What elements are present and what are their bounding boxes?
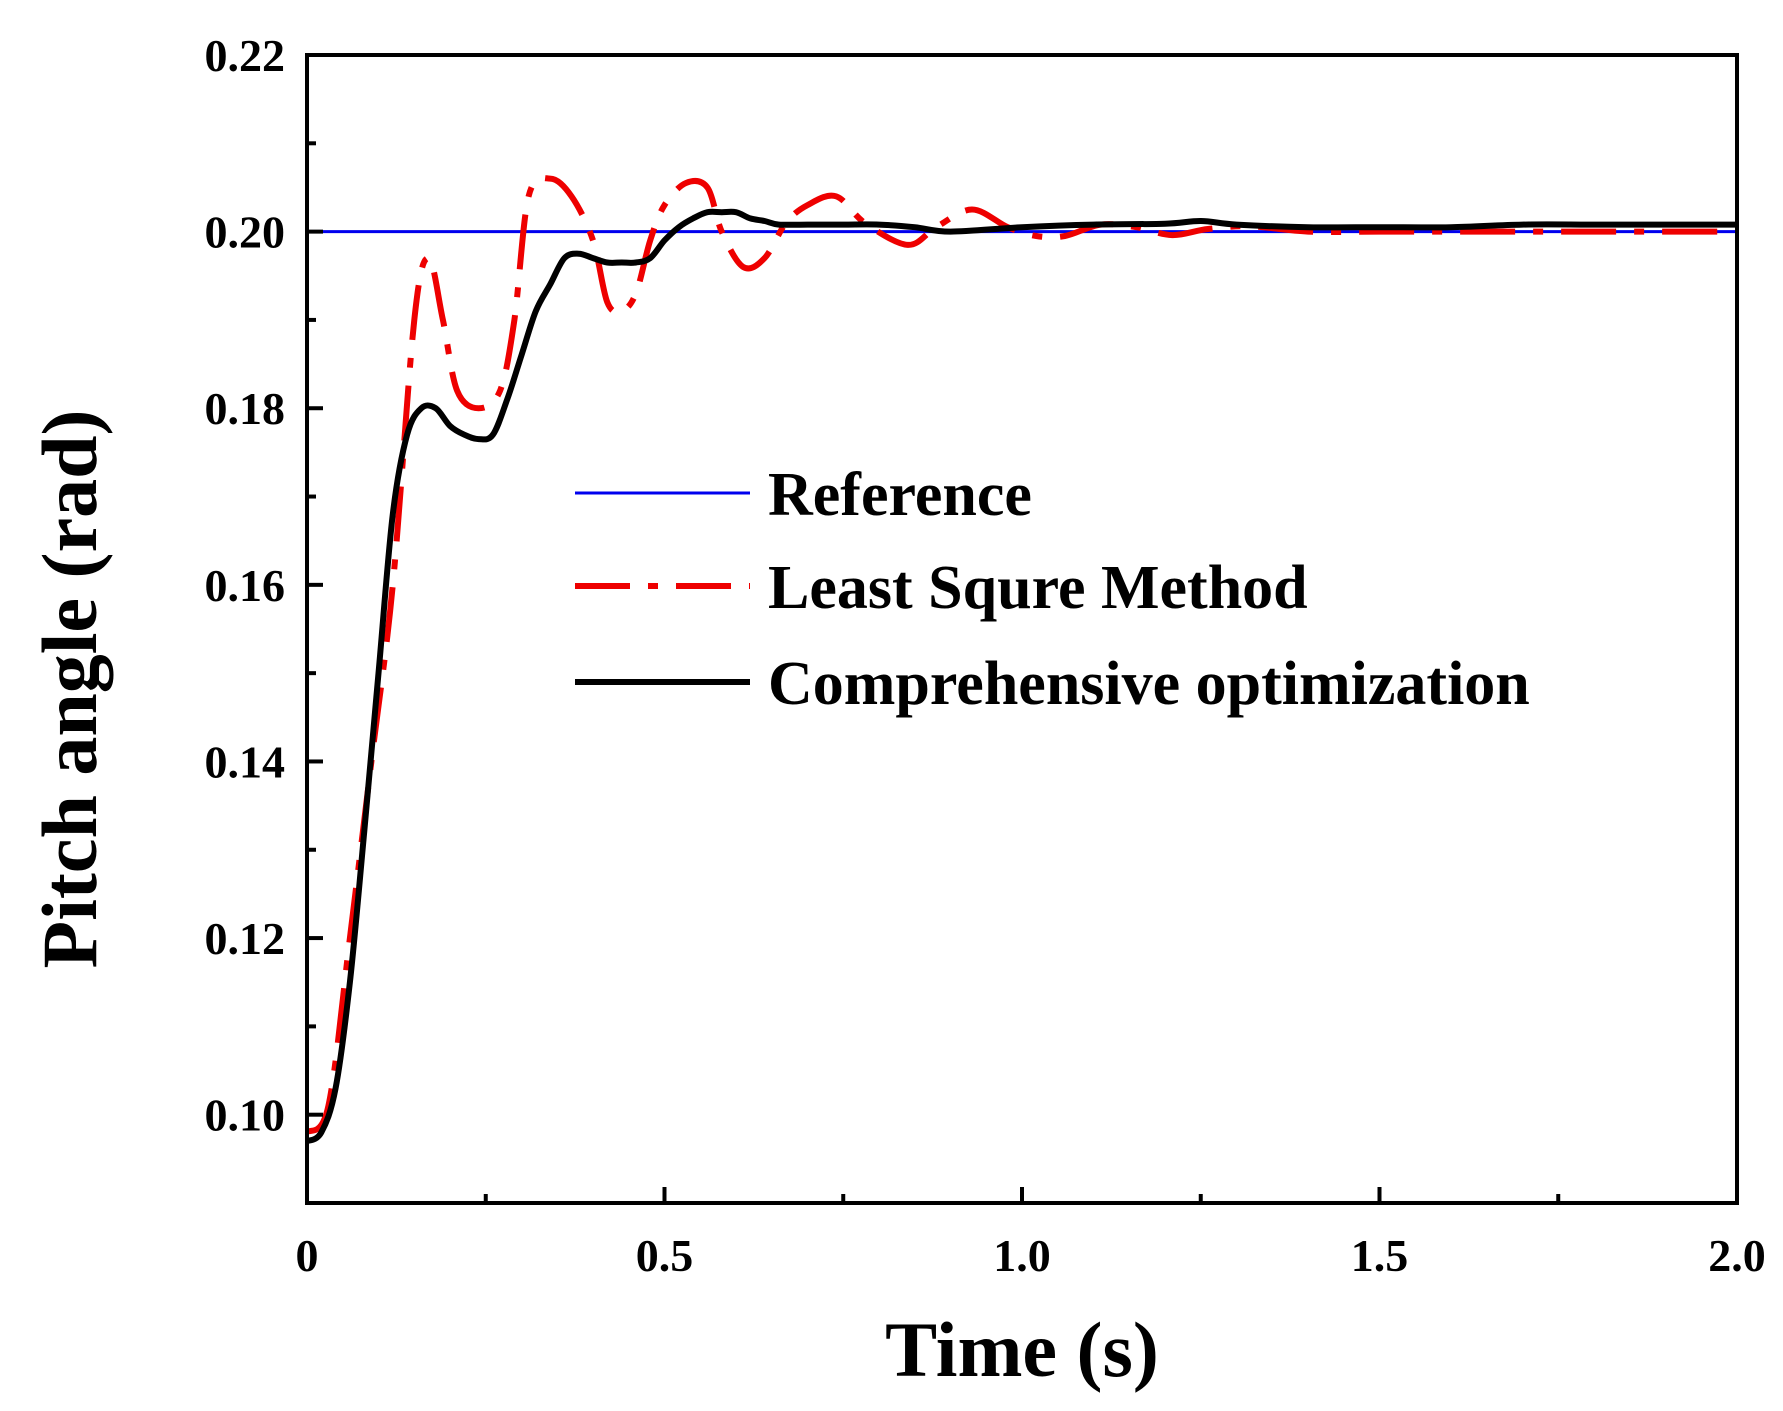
x-axis-label: Time (s) [885,1306,1159,1393]
x-tick-label: 1.5 [1351,1230,1409,1281]
legend-label: Least Squre Method [768,554,1308,622]
legend: Reference Least Squre Method Comprehensive… [575,461,1530,718]
y-axis-label: Pitch angle (rad) [26,410,113,969]
y-tick-label: 0.14 [205,736,286,787]
legend-label: Comprehensive optimization [768,650,1530,718]
legend-label: Reference [768,461,1032,529]
axes-layer: 0 0.5 1.0 1.5 2.0 0.10 0.12 0.14 0.16 0.18 0.20 0.2… [26,30,1766,1393]
series-line-comprehensive-optimization [307,208,1737,1144]
x-tick-label: 0.5 [636,1230,694,1281]
series-layer [307,174,1737,1144]
x-tick-label: 1.0 [993,1230,1051,1281]
x-tick-label: 2.0 [1708,1230,1766,1281]
y-tick-label: 0.10 [205,1090,286,1141]
y-tick-label: 0.20 [205,207,286,258]
y-tick-label: 0.16 [205,560,286,611]
x-tick-label: 0 [296,1230,319,1281]
y-tick-label: 0.22 [205,30,286,81]
y-tick-label: 0.12 [205,913,286,964]
series-line-least-squre-method [307,174,1737,1135]
y-tick-label: 0.18 [205,383,286,434]
